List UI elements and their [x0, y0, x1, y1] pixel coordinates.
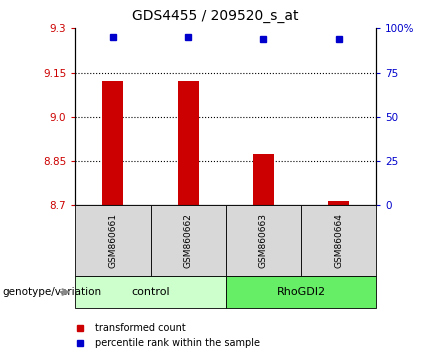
Text: genotype/variation: genotype/variation	[2, 287, 101, 297]
Text: control: control	[131, 287, 170, 297]
Text: GDS4455 / 209520_s_at: GDS4455 / 209520_s_at	[132, 9, 298, 23]
Bar	[328, 201, 349, 205]
Text: GSM860663: GSM860663	[259, 213, 268, 268]
Text: GSM860662: GSM860662	[184, 213, 193, 268]
Text: percentile rank within the sample: percentile rank within the sample	[95, 338, 260, 348]
Text: GSM860661: GSM860661	[108, 213, 117, 268]
Text: GSM860664: GSM860664	[334, 213, 343, 268]
Text: transformed count: transformed count	[95, 323, 185, 333]
Bar	[178, 81, 199, 205]
Bar	[253, 154, 274, 205]
Text: RhoGDI2: RhoGDI2	[276, 287, 326, 297]
Bar	[102, 81, 123, 205]
